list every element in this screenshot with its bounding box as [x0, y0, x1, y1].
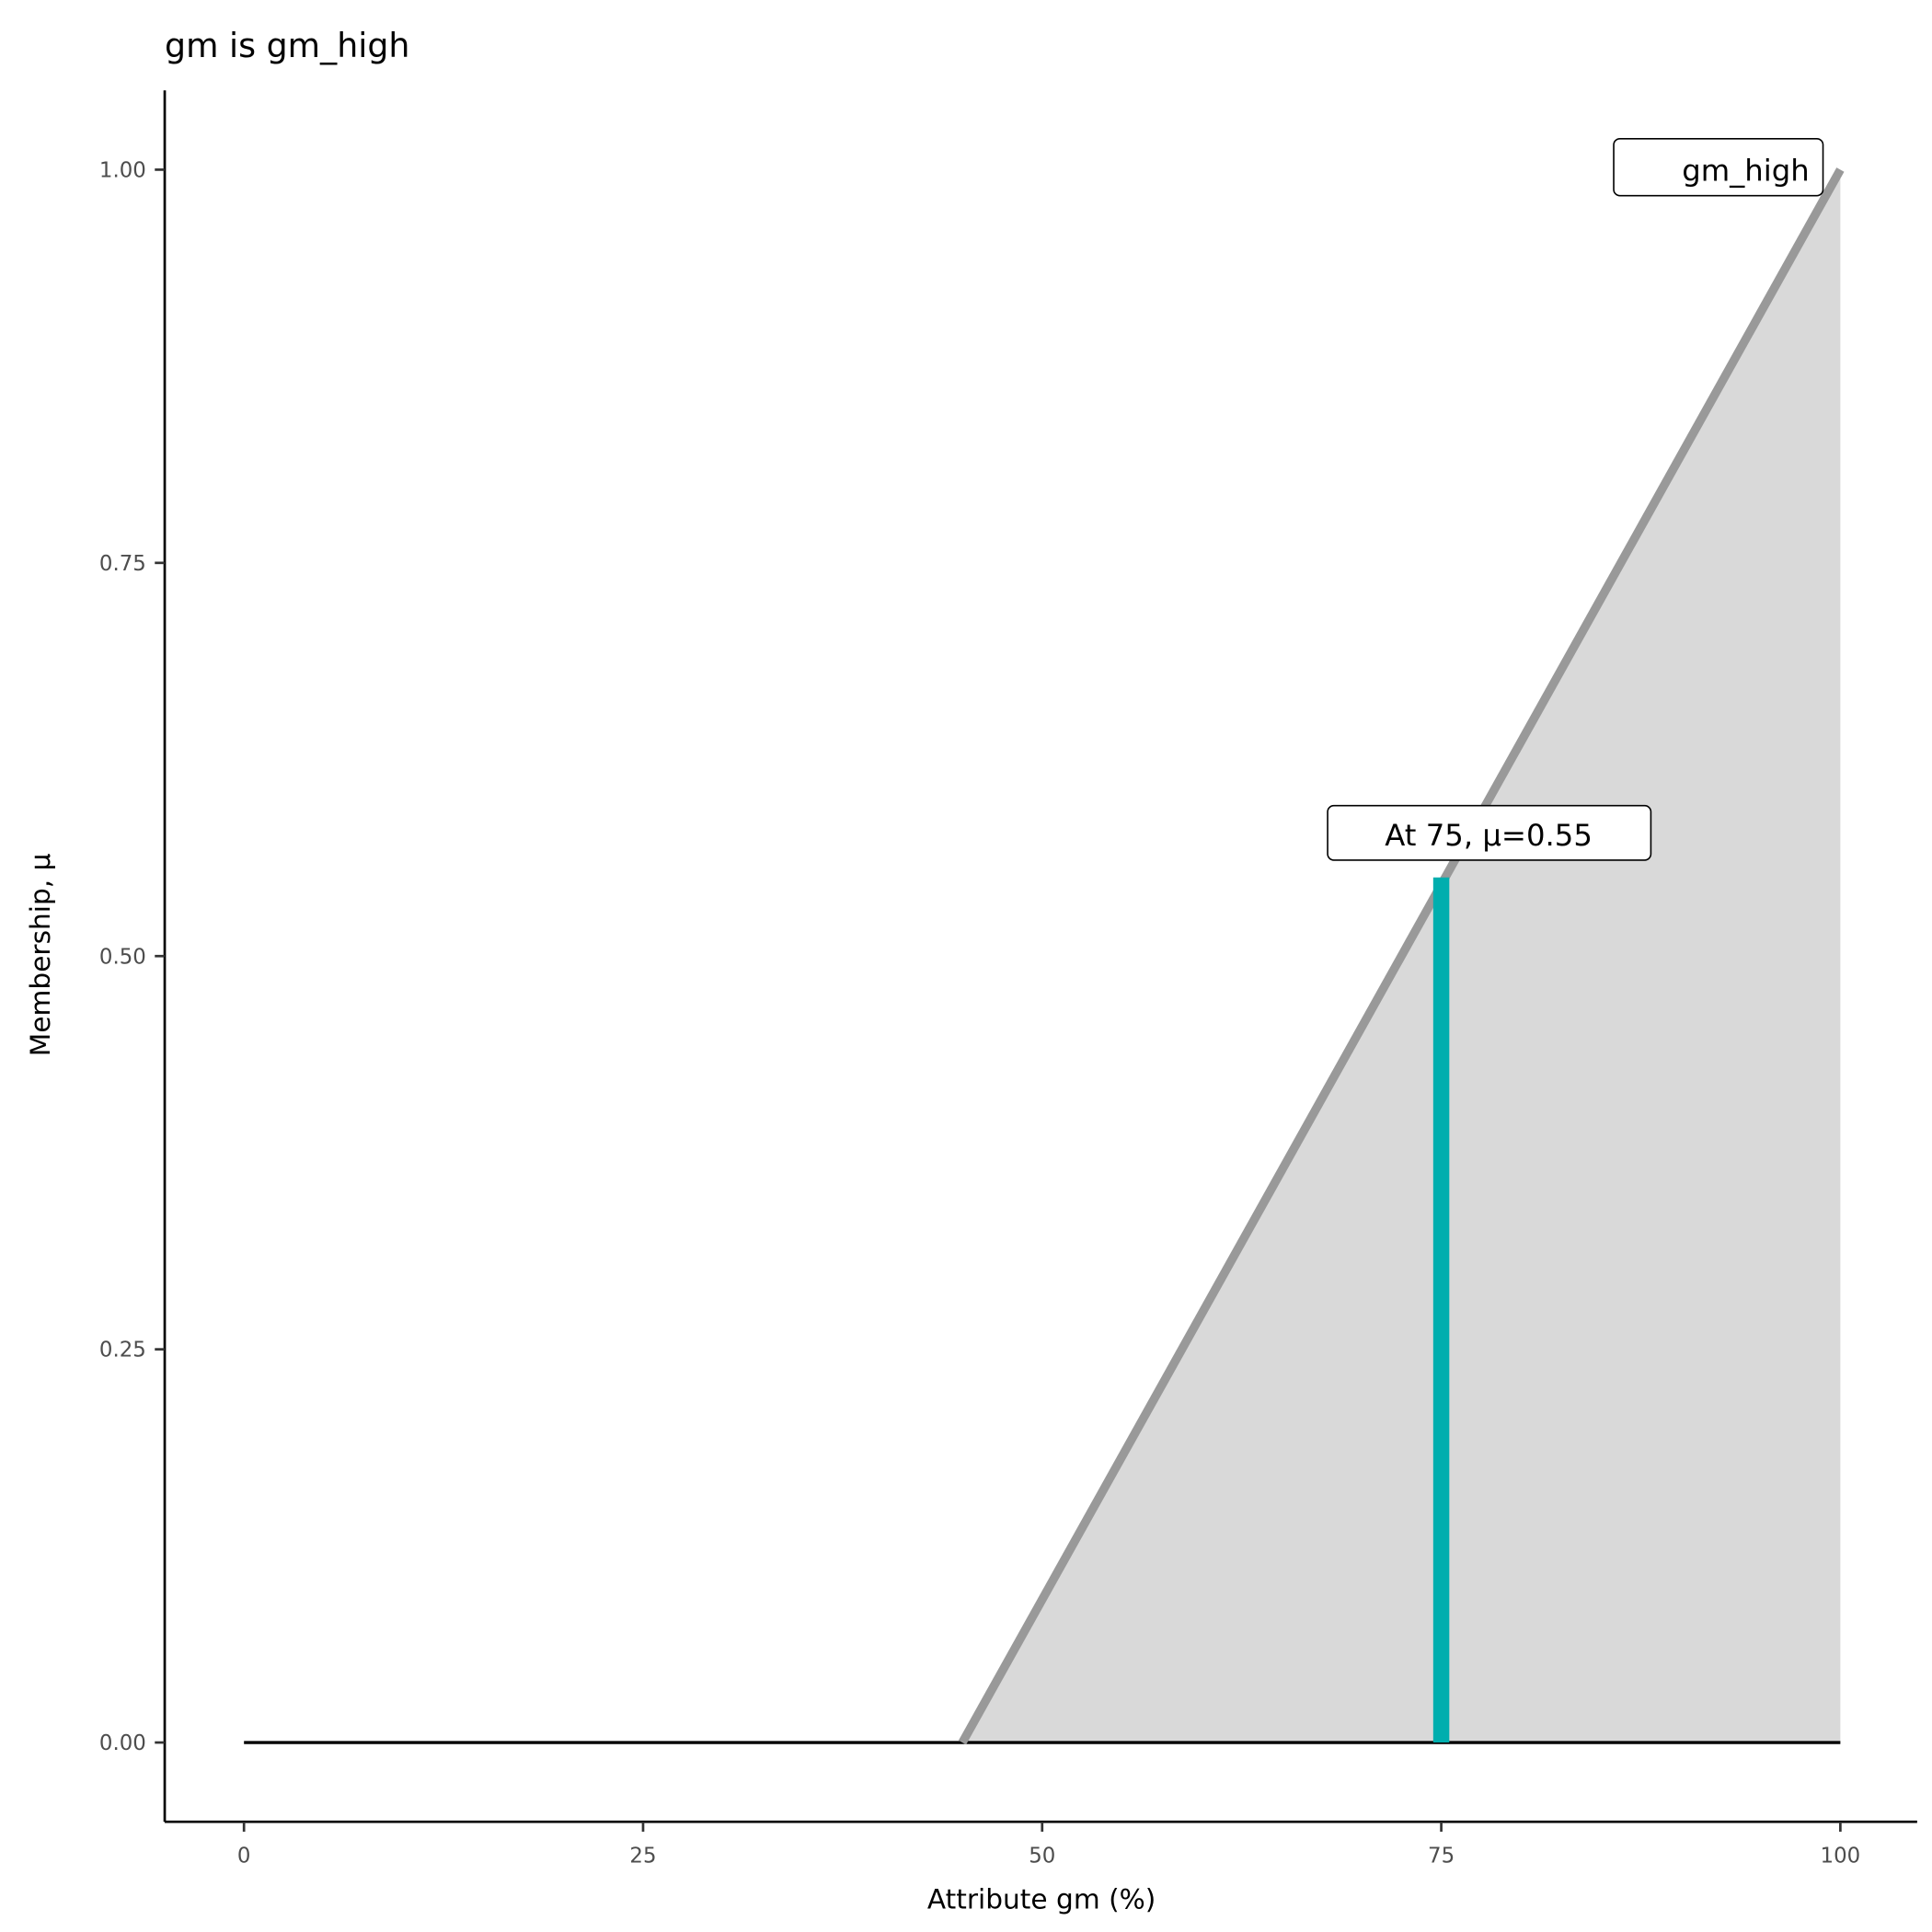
y-tick-label: 1.00: [99, 159, 146, 183]
x-axis-title: Attribute gm (%): [927, 1883, 1156, 1915]
series-label: gm_high: [1613, 137, 1824, 197]
y-tick-label: 0.25: [99, 1339, 146, 1363]
svg-text:At 75, μ=0.55: At 75, μ=0.55: [1385, 818, 1593, 853]
y-tick-label: 0.00: [99, 1731, 146, 1755]
y-axis-title: Membership, μ: [25, 853, 56, 1056]
svg-text:gm_high: gm_high: [1682, 154, 1810, 189]
x-tick-label: 75: [1428, 1845, 1455, 1869]
x-tick-label: 25: [629, 1845, 656, 1869]
x-tick-label: 50: [1029, 1845, 1055, 1869]
marker-label: At 75, μ=0.55: [1327, 804, 1652, 861]
x-tick-label: 0: [237, 1845, 251, 1869]
series-line-gm_high: [958, 167, 1845, 1745]
chart-title: gm is gm_high: [165, 26, 409, 65]
x-tick-label: 100: [1821, 1845, 1861, 1869]
membership-area: [244, 169, 1841, 1743]
y-tick-label: 0.75: [99, 552, 146, 576]
y-tick-label: 0.50: [99, 945, 146, 969]
